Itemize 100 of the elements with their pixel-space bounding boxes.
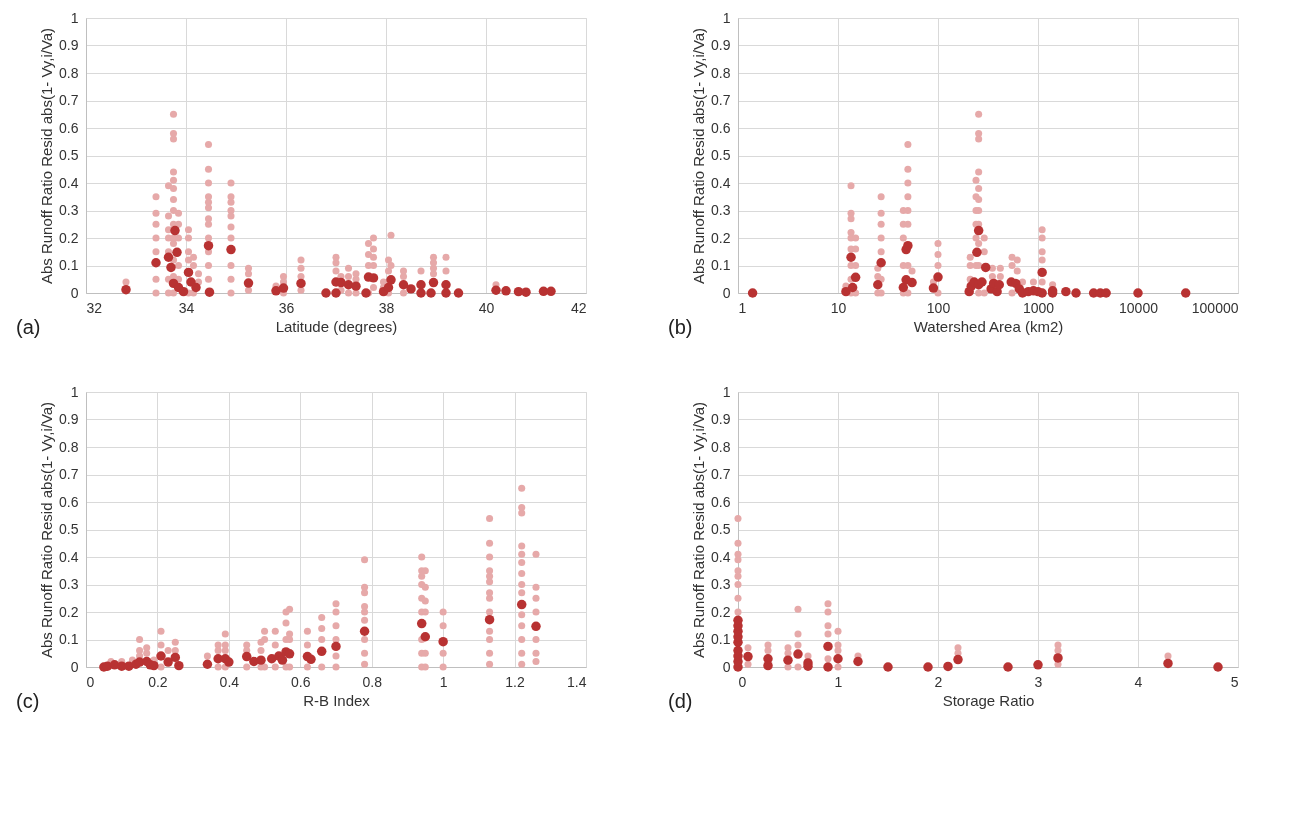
point <box>241 651 252 662</box>
x-tick-label: 32 <box>86 299 103 316</box>
y-tick-label: 0.8 <box>59 64 79 81</box>
point <box>359 626 370 636</box>
x-tick-label: 3 <box>1034 673 1043 690</box>
x-tick-label: 34 <box>178 299 195 316</box>
point <box>734 594 742 602</box>
y-tick-label: 0.6 <box>59 493 79 510</box>
y-tick-label: 0.7 <box>59 466 79 482</box>
point <box>331 641 341 652</box>
point <box>744 660 752 668</box>
x-tick-label: 1 <box>834 673 843 690</box>
y-tick-label: 0.3 <box>59 202 79 218</box>
point <box>824 600 832 608</box>
y-tick-label: 0.4 <box>711 548 731 565</box>
point <box>156 651 166 661</box>
text: (c) <box>16 690 40 712</box>
y-axis-title: Abs Runoff Ratio Resid abs(1- Vy,i/Va) <box>38 27 56 285</box>
point <box>202 659 213 669</box>
x-axis-title: Watershed Area (km2) <box>913 317 1064 335</box>
point <box>923 662 933 672</box>
point <box>1163 658 1173 669</box>
x-tick-label: 10000 <box>1119 299 1159 316</box>
y-tick-label: 1 <box>70 383 79 400</box>
x-tick-label: 1 <box>439 673 448 690</box>
y-tick-label: 0.9 <box>711 411 731 427</box>
x-tick-label: 1000 <box>1022 299 1055 316</box>
point <box>1164 652 1172 660</box>
x-tick-label: 4 <box>1134 673 1143 690</box>
point <box>531 621 541 632</box>
point <box>1053 653 1063 663</box>
y-axis-title: Abs Runoff Ratio Resid abs(1- Vy,i/Va) <box>690 401 708 659</box>
x-tick-label: 42 <box>570 299 587 316</box>
y-tick-label: 0.4 <box>711 174 731 191</box>
y-tick-label: 0.4 <box>59 174 79 191</box>
point <box>516 599 527 610</box>
point <box>794 663 802 671</box>
point <box>833 654 843 664</box>
x-tick-label: 0 <box>86 673 95 690</box>
point <box>734 539 742 547</box>
point <box>823 641 833 652</box>
point <box>1054 641 1062 649</box>
point <box>794 630 802 638</box>
point <box>943 661 953 672</box>
y-tick-label: 0.7 <box>59 92 79 108</box>
x-tick-label: 0.8 <box>362 673 383 690</box>
point <box>743 651 753 662</box>
point <box>316 646 327 657</box>
x-tick-label: 38 <box>378 299 395 316</box>
y-tick-label: 0.6 <box>59 119 79 136</box>
y-tick-label: 0.5 <box>711 147 731 163</box>
point <box>794 605 802 613</box>
x-tick-label: 0.2 <box>148 673 168 690</box>
x-axis-title: Latitude (degrees) <box>275 317 398 335</box>
y-tick-label: 0.1 <box>711 631 731 647</box>
y-axis-title: Abs Runoff Ratio Resid abs(1- Vy,i/Va) <box>690 27 708 285</box>
y-tick-label: 0.2 <box>711 603 731 620</box>
y-tick-label: 0.1 <box>59 257 79 273</box>
y-tick-label: 0.1 <box>59 631 79 647</box>
y-tick-label: 0.6 <box>711 119 731 136</box>
y-tick-label: 0.9 <box>59 411 79 427</box>
x-tick-label: 1.2 <box>505 673 526 690</box>
point <box>163 657 173 667</box>
point <box>824 622 832 630</box>
point <box>824 608 832 616</box>
y-axis-title: Abs Runoff Ratio Resid abs(1- Vy,i/Va) <box>38 401 56 659</box>
y-tick-label: 0.3 <box>59 576 79 592</box>
point <box>823 662 833 672</box>
point <box>224 657 234 667</box>
point <box>734 572 742 580</box>
text: (b) <box>668 316 693 338</box>
point <box>734 608 742 616</box>
x-tick-label: 0.6 <box>291 673 311 690</box>
x-tick-label: 0.4 <box>219 673 240 690</box>
y-tick-label: 0.4 <box>59 548 79 565</box>
x-tick-label: 0 <box>738 673 747 690</box>
y-tick-label: 1 <box>722 9 731 26</box>
x-tick-label: 5 <box>1230 673 1239 690</box>
point <box>953 654 963 665</box>
y-tick-label: 0.1 <box>711 257 731 273</box>
x-tick-label: 1.4 <box>567 673 587 690</box>
y-tick-label: 0.8 <box>59 438 79 455</box>
point <box>794 641 802 649</box>
point <box>174 660 184 671</box>
point <box>824 630 832 638</box>
point <box>783 655 793 665</box>
y-tick-label: 0.2 <box>711 229 731 246</box>
point <box>1213 662 1223 672</box>
point <box>484 614 495 625</box>
y-tick-label: 0 <box>70 284 79 301</box>
point <box>834 627 842 635</box>
y-tick-label: 0.2 <box>59 229 79 246</box>
x-axis-title: Storage Ratio <box>942 691 1035 709</box>
y-tick-label: 0.5 <box>711 521 731 537</box>
point <box>954 644 962 652</box>
y-tick-label: 0 <box>722 284 731 301</box>
point <box>734 567 742 575</box>
x-tick-label: 36 <box>278 299 295 316</box>
point <box>793 649 803 659</box>
point <box>853 656 863 667</box>
